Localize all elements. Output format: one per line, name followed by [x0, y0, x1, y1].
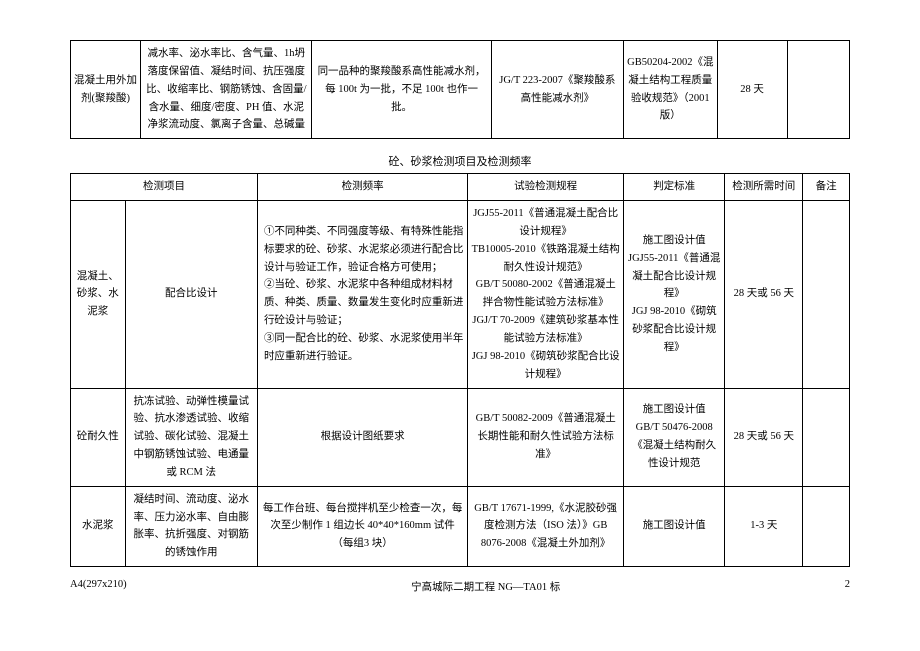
- cell: 28 天或 56 天: [725, 388, 803, 486]
- cell: 水泥浆: [71, 486, 126, 566]
- cell: 1-3 天: [725, 486, 803, 566]
- cell: GB/T 50082-2009《普通混凝土长期性能和耐久性试验方法标准》: [468, 388, 624, 486]
- header-cell: 试验检测规程: [468, 174, 624, 201]
- footer-center: 宁高城际二期工程 NG—TA01 标: [411, 579, 560, 594]
- cell: JG/T 223-2007《聚羧酸系高性能减水剂》: [491, 41, 623, 139]
- cell: GB/T 17671-1999,《水泥胶砂强度检测方法（ISO 法）》GB 80…: [468, 486, 624, 566]
- page-footer: A4(297x210) 宁高城际二期工程 NG—TA01 标 2: [70, 579, 850, 594]
- cell: 施工图设计值GB/T 50476-2008《混凝土结构耐久性设计规范: [624, 388, 725, 486]
- cell: [803, 388, 850, 486]
- table-row: 混凝土、砂浆、水泥浆 配合比设计 ①不同种类、不同强度等级、有特殊性能指标要求的…: [71, 201, 850, 388]
- table-top: 混凝土用外加剂(聚羧酸) 减水率、泌水率比、含气量、1h坍落度保留值、凝结时间、…: [70, 40, 850, 139]
- cell: 砼耐久性: [71, 388, 126, 486]
- cell: 28 天: [717, 41, 787, 139]
- header-cell: 备注: [803, 174, 850, 201]
- cell: [803, 201, 850, 388]
- footer-left: A4(297x210): [70, 579, 127, 594]
- cell: ①不同种类、不同强度等级、有特殊性能指标要求的砼、砂浆、水泥浆必须进行配合比设计…: [257, 201, 467, 388]
- table-row: 水泥浆 凝结时间、流动度、泌水率、压力泌水率、自由膨胀率、抗折强度、对钢筋的锈蚀…: [71, 486, 850, 566]
- footer-right: 2: [845, 579, 850, 594]
- cell: 施工图设计值JGJ55-2011《普通混凝土配合比设计规程》JGJ 98-201…: [624, 201, 725, 388]
- header-cell: 检测所需时间: [725, 174, 803, 201]
- section-title: 砼、砂浆检测项目及检测频率: [70, 153, 850, 169]
- cell: 28 天或 56 天: [725, 201, 803, 388]
- table-main: 检测项目 检测频率 试验检测规程 判定标准 检测所需时间 备注 混凝土、砂浆、水…: [70, 173, 850, 567]
- cell: 每工作台班、每台搅拌机至少检查一次，每次至少制作 1 组边长 40*40*160…: [257, 486, 467, 566]
- cell: 配合比设计: [125, 201, 257, 388]
- cell: GB50204-2002《混凝土结构工程质量验收规范》（2001 版）: [624, 41, 717, 139]
- cell: JGJ55-2011《普通混凝土配合比设计规程》TB10005-2010《铁路混…: [468, 201, 624, 388]
- cell: 混凝土用外加剂(聚羧酸): [71, 41, 141, 139]
- cell: 根据设计图纸要求: [257, 388, 467, 486]
- header-cell: 判定标准: [624, 174, 725, 201]
- cell: 减水率、泌水率比、含气量、1h坍落度保留值、凝结时间、抗压强度比、收缩率比、钢筋…: [141, 41, 312, 139]
- cell: 凝结时间、流动度、泌水率、压力泌水率、自由膨胀率、抗折强度、对钢筋的锈蚀作用: [125, 486, 257, 566]
- table-row: 混凝土用外加剂(聚羧酸) 减水率、泌水率比、含气量、1h坍落度保留值、凝结时间、…: [71, 41, 850, 139]
- table-row: 砼耐久性 抗冻试验、动弹性模量试验、抗水渗透试验、收缩试验、碳化试验、混凝土中钢…: [71, 388, 850, 486]
- cell: 同一品种的聚羧酸系高性能减水剂，每 100t 为一批，不足 100t 也作一批。: [312, 41, 491, 139]
- header-cell: 检测项目: [71, 174, 258, 201]
- header-cell: 检测频率: [257, 174, 467, 201]
- cell: [803, 486, 850, 566]
- table-header-row: 检测项目 检测频率 试验检测规程 判定标准 检测所需时间 备注: [71, 174, 850, 201]
- cell: 混凝土、砂浆、水泥浆: [71, 201, 126, 388]
- cell: [787, 41, 849, 139]
- cell: 施工图设计值: [624, 486, 725, 566]
- cell: 抗冻试验、动弹性模量试验、抗水渗透试验、收缩试验、碳化试验、混凝土中钢筋锈蚀试验…: [125, 388, 257, 486]
